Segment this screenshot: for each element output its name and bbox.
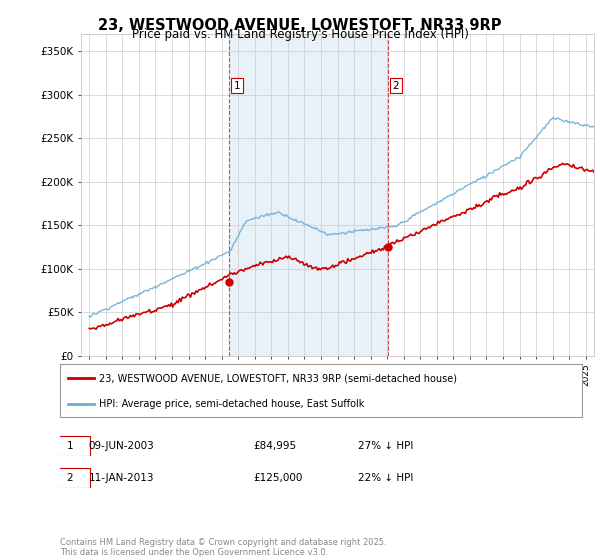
FancyBboxPatch shape bbox=[50, 468, 90, 488]
Text: 1: 1 bbox=[234, 81, 241, 91]
Text: Contains HM Land Registry data © Crown copyright and database right 2025.
This d: Contains HM Land Registry data © Crown c… bbox=[60, 538, 386, 557]
Text: 2: 2 bbox=[67, 473, 73, 483]
Text: 09-JUN-2003: 09-JUN-2003 bbox=[89, 441, 154, 451]
Text: 23, WESTWOOD AVENUE, LOWESTOFT, NR33 9RP (semi-detached house): 23, WESTWOOD AVENUE, LOWESTOFT, NR33 9RP… bbox=[99, 374, 457, 384]
Text: 11-JAN-2013: 11-JAN-2013 bbox=[89, 473, 154, 483]
Text: HPI: Average price, semi-detached house, East Suffolk: HPI: Average price, semi-detached house,… bbox=[99, 399, 365, 409]
Text: 23, WESTWOOD AVENUE, LOWESTOFT, NR33 9RP: 23, WESTWOOD AVENUE, LOWESTOFT, NR33 9RP bbox=[98, 18, 502, 33]
Text: 2: 2 bbox=[392, 81, 399, 91]
Bar bbox=[229, 34, 388, 356]
Text: £84,995: £84,995 bbox=[253, 441, 296, 451]
Text: 1: 1 bbox=[67, 441, 73, 451]
Text: 22% ↓ HPI: 22% ↓ HPI bbox=[358, 473, 413, 483]
Text: 27% ↓ HPI: 27% ↓ HPI bbox=[358, 441, 413, 451]
FancyBboxPatch shape bbox=[60, 364, 582, 417]
Text: Price paid vs. HM Land Registry's House Price Index (HPI): Price paid vs. HM Land Registry's House … bbox=[131, 28, 469, 41]
FancyBboxPatch shape bbox=[50, 436, 90, 456]
Text: £125,000: £125,000 bbox=[253, 473, 302, 483]
